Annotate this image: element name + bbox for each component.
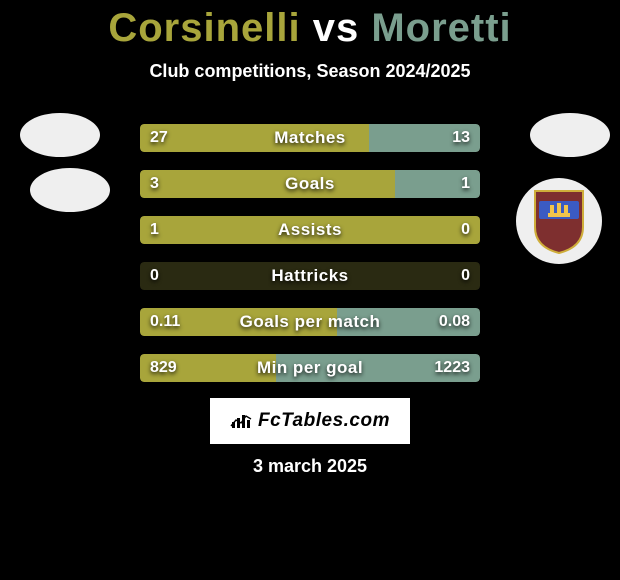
stats-bars: 2713Matches 31Goals 10Assists 00Hattricks 0.… (140, 124, 480, 400)
club-left-badge (30, 168, 110, 212)
stat-row: 2713Matches (140, 124, 480, 152)
title-vs: vs (313, 6, 360, 50)
stat-row: 10Assists (140, 216, 480, 244)
title-left-player: Corsinelli (108, 6, 300, 50)
stat-row: 0.110.08Goals per match (140, 308, 480, 336)
stat-row: 31Goals (140, 170, 480, 198)
bar-label: Hattricks (140, 262, 480, 290)
bar-label: Goals (140, 170, 480, 198)
badge-text: FcTables.com (258, 410, 390, 432)
chart-icon (230, 412, 252, 430)
player-right-avatar (530, 113, 610, 157)
stat-row: 00Hattricks (140, 262, 480, 290)
subtitle: Club competitions, Season 2024/2025 (0, 61, 620, 82)
player-left-avatar (20, 113, 100, 157)
club-right-badge (516, 178, 602, 264)
title-right-player: Moretti (371, 6, 511, 50)
bar-label: Assists (140, 216, 480, 244)
stat-row: 8291223Min per goal (140, 354, 480, 382)
bar-label: Matches (140, 124, 480, 152)
crest-icon (530, 187, 588, 255)
fctables-badge: FcTables.com (210, 398, 410, 444)
date-label: 3 march 2025 (0, 456, 620, 477)
comparison-title: Corsinelli vs Moretti (0, 0, 620, 51)
bar-label: Goals per match (140, 308, 480, 336)
bar-label: Min per goal (140, 354, 480, 382)
